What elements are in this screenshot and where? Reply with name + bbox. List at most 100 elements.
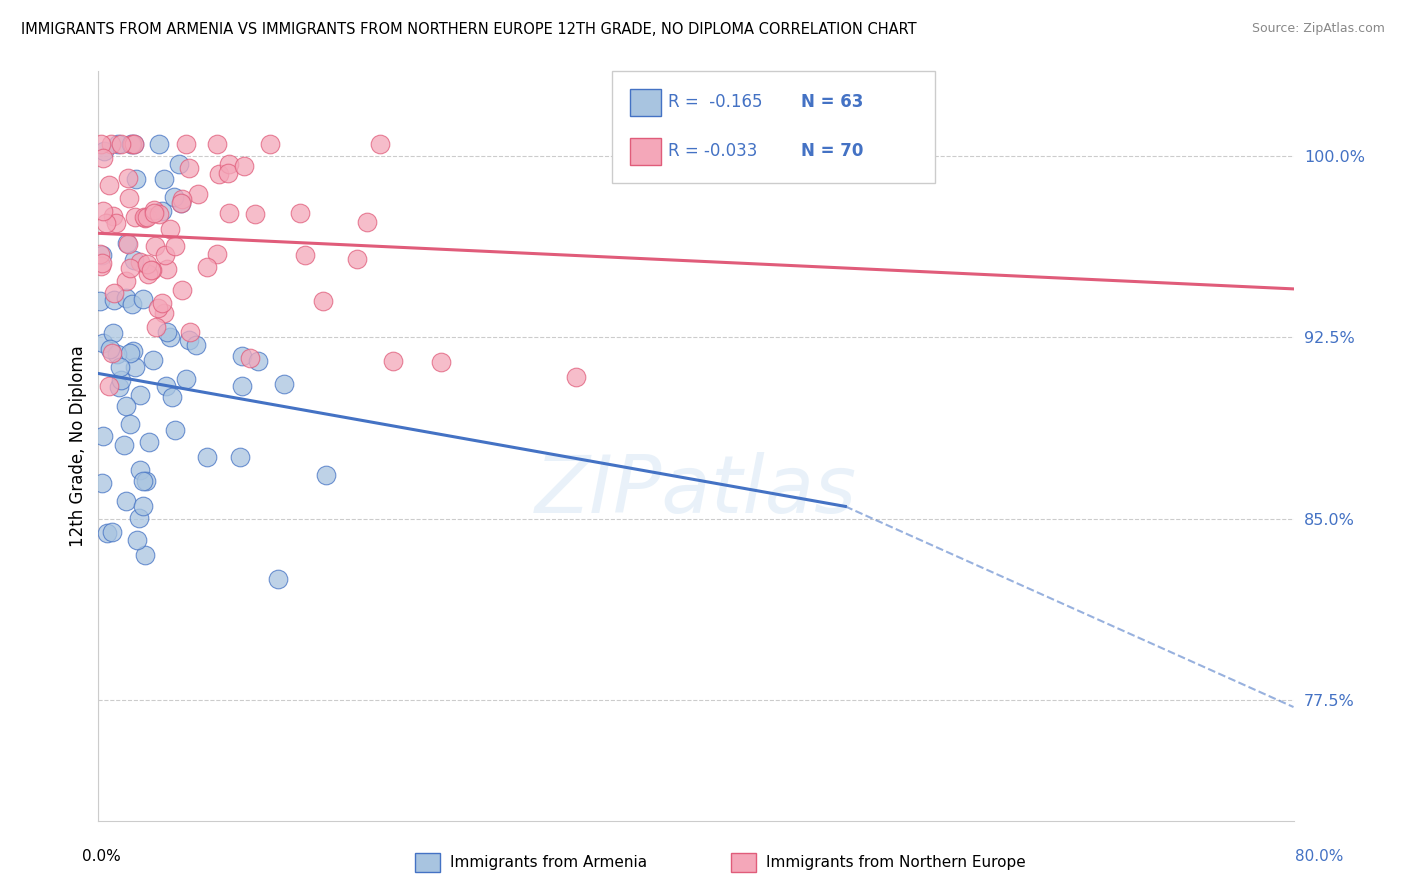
Point [239,351,262,365]
Point [89,293,111,308]
Point [153,306,176,320]
Point [165,423,187,437]
Point [163,190,186,204]
Point [290,206,312,220]
Point [229,450,252,465]
Text: 80.0%: 80.0% [1295,849,1343,864]
Point [134,548,156,562]
Point [315,468,337,483]
Point [124,210,146,224]
Point [96,216,118,230]
Point [131,475,153,489]
Point [127,533,149,548]
Point [90,475,112,490]
Point [429,355,451,369]
Point [247,354,270,368]
Point [312,293,335,308]
Point [131,499,153,513]
Point [156,261,179,276]
Point [104,216,127,230]
Point [117,236,139,251]
Point [90,259,112,273]
Point [110,360,132,375]
Text: IMMIGRANTS FROM ARMENIA VS IMMIGRANTS FROM NORTHERN EUROPE 12TH GRADE, NO DIPLOM: IMMIGRANTS FROM ARMENIA VS IMMIGRANTS FR… [21,22,917,37]
Point [134,210,156,224]
Text: Immigrants from Northern Europe: Immigrants from Northern Europe [766,855,1026,870]
Point [170,195,193,210]
Point [96,526,118,541]
Point [294,248,316,262]
Point [115,399,138,413]
Point [91,204,114,219]
Point [128,388,150,402]
Point [103,209,125,223]
Point [184,337,207,351]
Point [103,293,125,308]
Point [170,192,193,206]
Point [174,372,197,386]
Text: R =  -0.165: R = -0.165 [668,93,762,112]
Point [155,378,177,392]
Point [205,136,228,151]
Point [98,379,121,393]
Point [266,572,288,586]
Point [93,151,115,165]
Point [148,136,170,151]
Text: R = -0.033: R = -0.033 [668,143,758,161]
Point [93,144,115,158]
Point [195,450,218,464]
Point [370,136,392,151]
Point [117,170,139,185]
Point [91,248,114,262]
Point [148,206,170,220]
Point [218,157,240,171]
Point [162,390,184,404]
Point [128,511,150,525]
Point [142,353,165,368]
Point [142,206,165,220]
Point [139,262,162,277]
Point [259,136,281,151]
Point [143,238,166,252]
Point [100,136,122,151]
Point [346,252,368,267]
Point [115,236,138,251]
Point [135,474,157,488]
Point [132,292,155,306]
Point [114,274,136,288]
Point [141,263,163,277]
Point [91,335,114,350]
Point [124,359,146,374]
Point [89,247,111,261]
Point [98,342,121,356]
Point [121,136,143,151]
Point [159,221,181,235]
Point [150,295,173,310]
Point [218,206,240,220]
Point [356,215,378,229]
Point [170,196,193,211]
Point [156,325,179,339]
Point [110,373,132,387]
Point [107,136,129,151]
Point [114,291,136,305]
Point [122,136,145,151]
Point [124,136,146,151]
Point [179,326,201,340]
Point [217,166,239,180]
Point [114,438,136,452]
Text: 0.0%: 0.0% [82,849,121,864]
Point [146,301,169,315]
Y-axis label: 12th Grade, No Diploma: 12th Grade, No Diploma [69,345,87,547]
Point [174,136,197,151]
Point [120,136,142,151]
Point [103,285,125,300]
Text: Immigrants from Armenia: Immigrants from Armenia [450,855,647,870]
Point [135,258,157,272]
Point [187,186,209,201]
Point [153,248,176,262]
Point [129,463,152,477]
Point [205,246,228,260]
Point [90,256,112,270]
Point [98,178,121,193]
